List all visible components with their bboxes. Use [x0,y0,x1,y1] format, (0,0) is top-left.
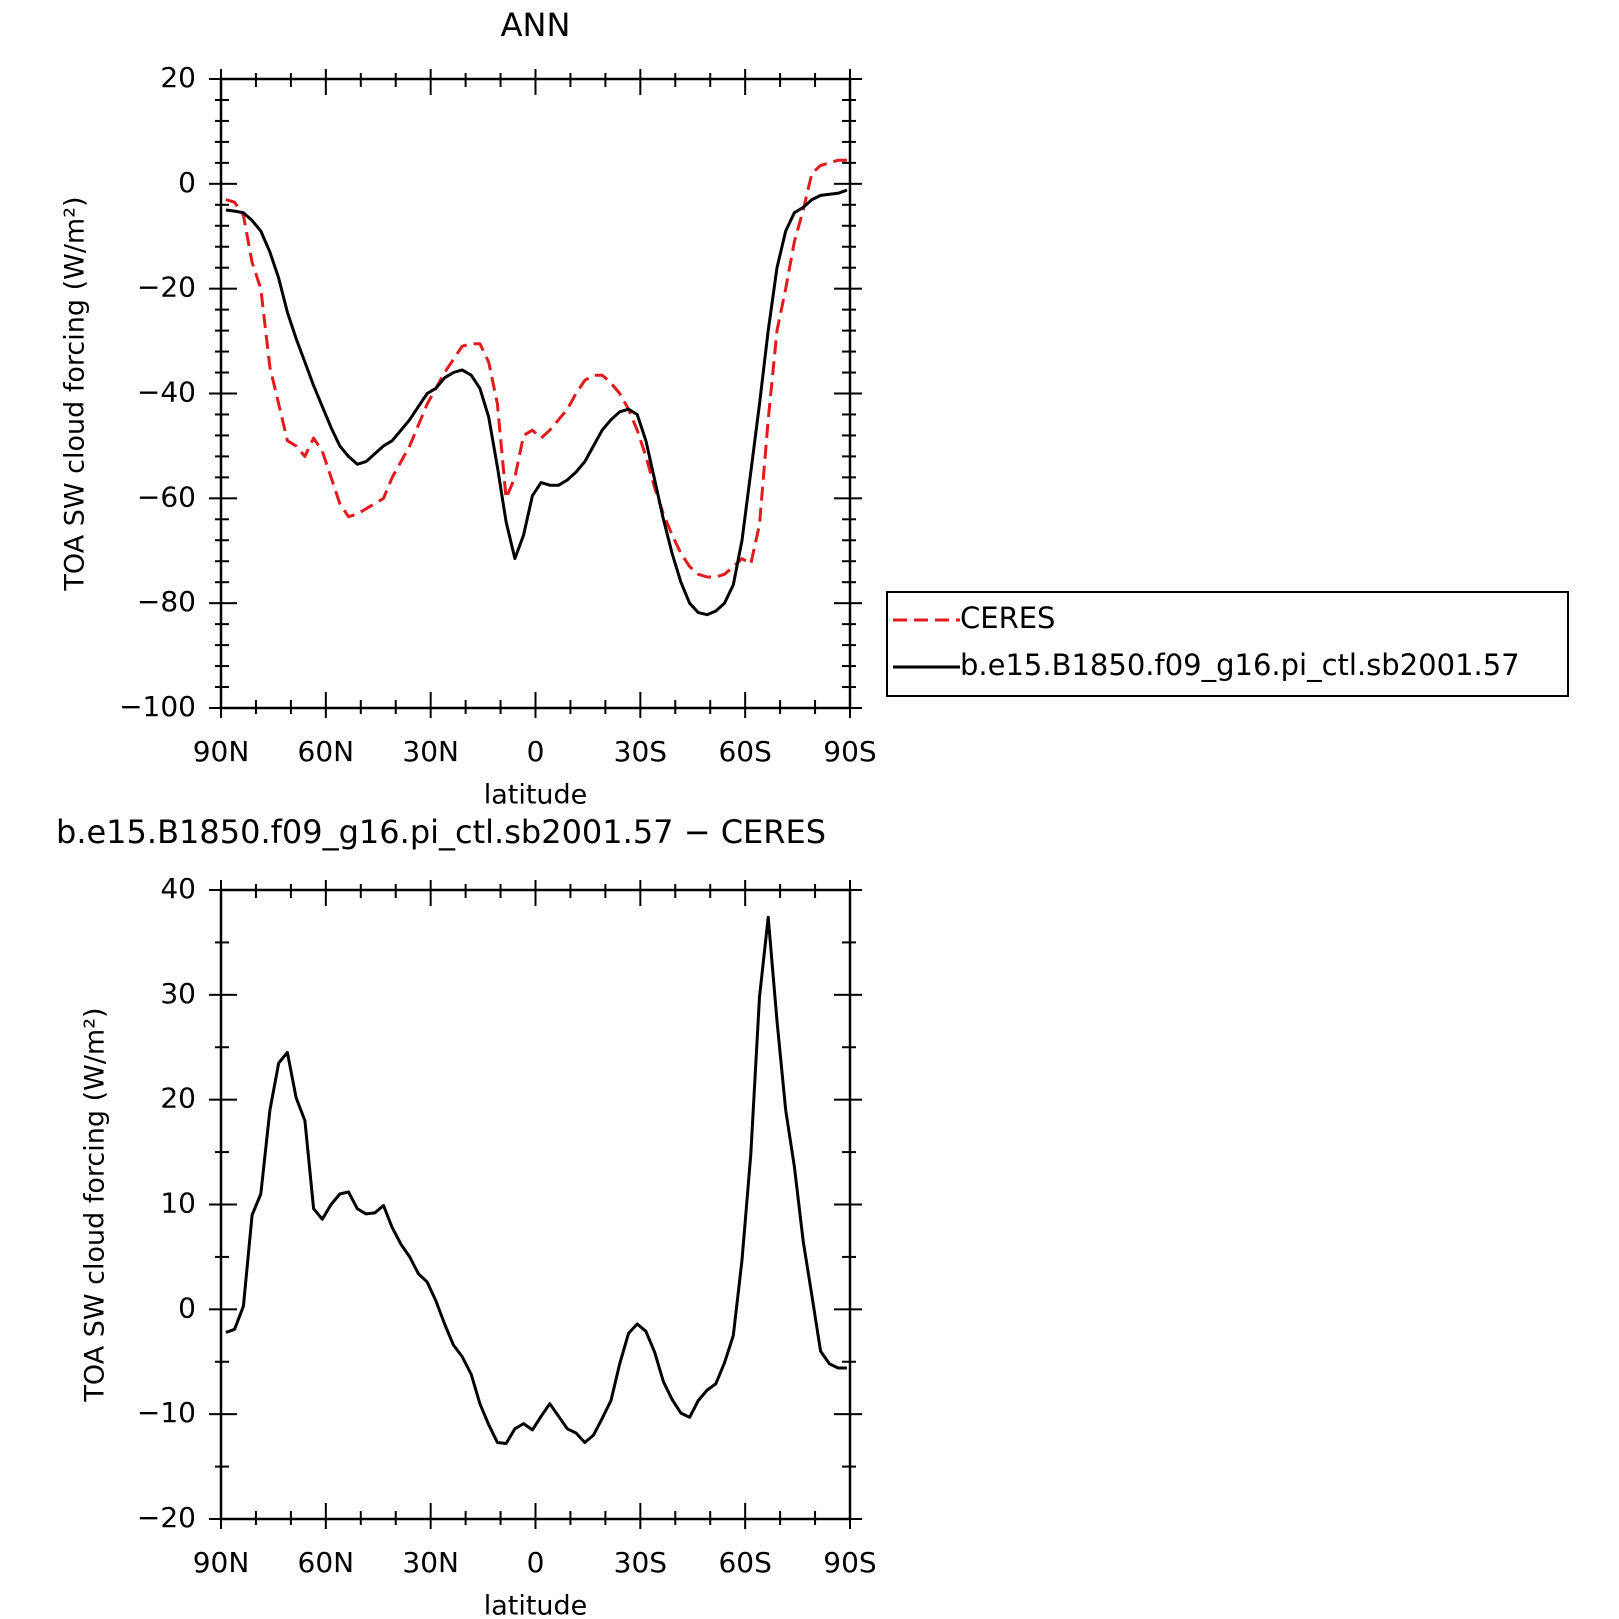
legend-box [886,591,1569,697]
x-tick-label: 30N [402,1546,459,1579]
series-line-model [225,188,848,617]
x-tick-label: 0 [527,1546,545,1579]
bottom-panel-difference: b.e15.B1850.f09_g16.pi_ctl.sb2001.57 − C… [56,813,877,1619]
x-tick-label: 60N [298,1546,355,1579]
y-tick-label: −10 [137,1396,196,1429]
x-tick-label: 60S [718,735,771,768]
y-tick-label: 40 [160,872,196,905]
y-tick-label: 20 [160,61,196,94]
series-line-ceres [225,158,847,579]
x-tick-label: 0 [527,735,545,768]
y-tick-label: −60 [137,480,196,513]
tick-marks [209,880,862,1529]
x-tick-label: 30S [614,1546,667,1579]
y-tick-label: −100 [119,690,196,723]
x-tick-label: 90N [193,735,250,768]
legend-label: CERES [960,601,1055,635]
x-tick-label: 60N [298,735,355,768]
y-axis-label: TOA SW cloud forcing (W/m²) [80,1007,111,1402]
chart-title: ANN [501,6,571,44]
x-axis-label: latitude [484,780,588,811]
y-tick-label: 0 [178,166,196,199]
legend: CERES b.e15.B1850.f09_g16.pi_ctl.sb2001.5… [886,591,1569,697]
y-axis-label: TOA SW cloud forcing (W/m²) [60,196,91,591]
y-tick-label: −80 [137,585,196,618]
x-tick-label: 90S [823,735,876,768]
y-tick-label: −20 [137,1501,196,1534]
x-tick-label: 90N [193,1546,250,1579]
legend-label: b.e15.B1850.f09_g16.pi_ctl.sb2001.57 [960,648,1520,682]
y-tick-label: 20 [160,1082,196,1115]
top-panel-ann: ANN 90N 60N 30N 0 30S 60S 90S 20 0 −20 −40 −60 −80 −10… [60,6,1569,811]
x-axis-label: latitude [484,1591,588,1619]
x-tick-label: 60S [718,1546,771,1579]
tick-marks [209,69,862,718]
y-tick-label: 0 [178,1291,196,1324]
y-tick-label: 30 [160,977,196,1010]
series-line-difference [225,915,847,1445]
x-tick-label: 30S [614,735,667,768]
x-tick-label: 90S [823,1546,876,1579]
chart-title: b.e15.B1850.f09_g16.pi_ctl.sb2001.57 − C… [56,813,826,851]
y-tick-label: −20 [137,271,196,304]
x-tick-label: 30N [402,735,459,768]
y-tick-label: 10 [160,1187,196,1220]
y-tick-label: −40 [137,376,196,409]
